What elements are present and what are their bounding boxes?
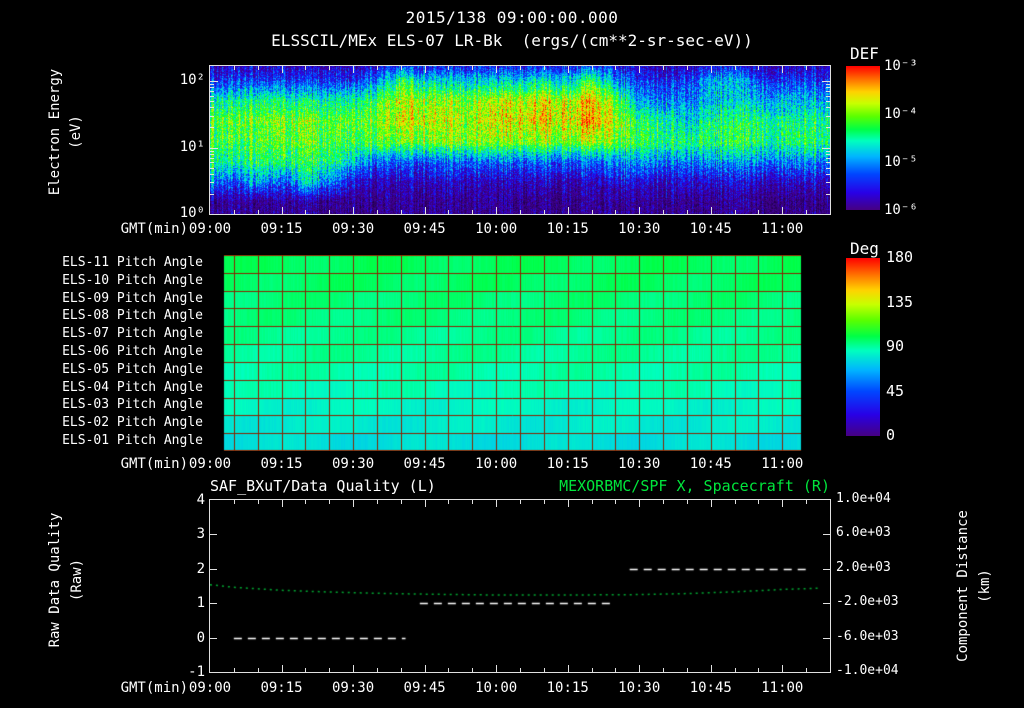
x-tick-label: 09:15 [260, 680, 303, 696]
x-tick-label: 09:30 [331, 456, 375, 472]
x-tick-label: 10:00 [475, 456, 518, 472]
x-tick-label: 09:45 [403, 221, 446, 237]
distance-title-right: MEXORBMC/SPF X, Spacecraft (R) [559, 477, 830, 495]
def-colorbar-tick-label: 10⁻³ [884, 58, 918, 74]
quality-tick-label: 4 [196, 492, 205, 508]
quality-tick-label: 2 [196, 560, 205, 577]
x-tick-label: 11:00 [761, 456, 804, 472]
pitch-row-label: ELS-04 Pitch Angle [62, 379, 203, 395]
def-colorbar-tick-label: 10⁻⁴ [884, 106, 918, 122]
distance-y-axis-label: Component Distance [955, 510, 971, 662]
deg-colorbar-tick-label: 180 [886, 248, 914, 266]
deg-colorbar [846, 258, 880, 436]
x-tick-label: 10:30 [618, 221, 661, 237]
quality-title-left: SAF_BXuT/Data Quality (L) [210, 477, 436, 495]
gmt-axis-label-spectrogram: GMT(min) [120, 221, 188, 237]
x-tick-label: 10:45 [689, 221, 732, 237]
def-colorbar [846, 66, 880, 210]
page-title-instrument: ELSSCIL/MEx ELS-07 LR-Bk (ergs/(cm**2-sr… [271, 31, 753, 50]
def-colorbar-tick-label: 10⁻⁶ [884, 202, 918, 218]
x-tick-label: 09:00 [188, 456, 232, 472]
quality-distance-canvas [210, 500, 830, 672]
quality-tick-label: 1 [196, 595, 205, 612]
x-tick-label: 09:30 [331, 680, 375, 696]
pitch-angle-canvas [210, 255, 830, 451]
x-tick-label: 10:15 [546, 680, 589, 696]
distance-tick-label: -2.0e+03 [836, 594, 899, 610]
distance-tick-label: 2.0e+03 [836, 559, 891, 575]
quality-y-axis-units: (Raw) [69, 558, 85, 602]
spectrogram-canvas [210, 66, 830, 214]
deg-colorbar-tick-label: 0 [886, 426, 896, 444]
distance-tick-label: 6.0e+03 [836, 525, 891, 541]
distance-tick-label: -6.0e+03 [836, 628, 899, 644]
x-tick-label: 09:15 [260, 456, 303, 472]
x-tick-label: 09:00 [188, 221, 232, 237]
def-colorbar-title: DEF [850, 44, 879, 63]
distance-tick-label: 1.0e+04 [836, 491, 891, 506]
x-tick-label: 09:00 [188, 680, 232, 696]
x-tick-label: 10:30 [618, 680, 661, 696]
distance-y-axis-units: (km) [977, 569, 993, 603]
pitch-row-label: ELS-05 Pitch Angle [62, 361, 203, 377]
x-tick-label: 10:15 [546, 456, 589, 472]
quality-panel-titles: SAF_BXuT/Data Quality (L) MEXORBMC/SPF X… [210, 477, 830, 495]
deg-colorbar-tick-label: 90 [886, 337, 905, 355]
quality-tick-label: -1 [188, 664, 205, 680]
pitch-angle-panel [210, 255, 830, 451]
x-tick-label: 10:45 [689, 456, 732, 472]
energy-tick-label: 10⁰ [179, 205, 205, 221]
pitch-row-label: ELS-01 Pitch Angle [62, 433, 203, 449]
spectrogram-y-axis-label: Electron Energy [47, 68, 63, 196]
x-tick-label: 10:00 [475, 680, 518, 696]
deg-colorbar-title: Deg [850, 239, 879, 258]
x-tick-label: 09:30 [331, 221, 375, 237]
quality-y-axis-label: Raw Data Quality [47, 512, 63, 648]
gmt-axis-label-quality: GMT(min) [120, 680, 188, 696]
energy-tick-label: 10² [179, 72, 205, 88]
pitch-row-label: ELS-02 Pitch Angle [62, 415, 203, 431]
x-tick-label: 10:00 [475, 221, 518, 237]
def-colorbar-tick-label: 10⁻⁵ [884, 154, 918, 170]
pitch-row-label: ELS-06 Pitch Angle [62, 344, 203, 359]
quality-tick-label: 3 [196, 526, 205, 543]
pitch-row-label: ELS-07 Pitch Angle [62, 326, 203, 342]
pitch-row-label: ELS-08 Pitch Angle [62, 308, 203, 324]
deg-colorbar-tick-label: 45 [886, 381, 905, 400]
distance-tick-label: -1.0e+04 [836, 663, 899, 678]
gmt-axis-label-pitch: GMT(min) [120, 456, 188, 472]
x-tick-label: 11:00 [761, 680, 804, 696]
deg-colorbar-tick-label: 135 [886, 292, 914, 311]
x-tick-label: 10:15 [546, 221, 589, 237]
x-tick-label: 10:30 [618, 456, 661, 472]
pitch-row-label: ELS-11 Pitch Angle [62, 254, 203, 270]
quality-tick-label: 0 [196, 629, 205, 646]
page-title-datetime: 2015/138 09:00:00.000 [405, 8, 619, 27]
x-tick-label: 09:45 [403, 456, 446, 472]
spectrogram-y-axis-units: (eV) [68, 115, 84, 149]
spectrogram-panel [209, 65, 831, 215]
x-tick-label: 10:45 [689, 680, 732, 696]
pitch-row-label: ELS-09 Pitch Angle [62, 290, 203, 306]
pitch-row-label: ELS-03 Pitch Angle [62, 397, 203, 413]
x-tick-label: 11:00 [761, 221, 804, 237]
quality-distance-panel [209, 499, 831, 673]
x-tick-label: 09:15 [260, 221, 303, 237]
pitch-row-label: ELS-10 Pitch Angle [62, 272, 203, 288]
x-tick-label: 09:45 [403, 680, 446, 696]
energy-tick-label: 10¹ [179, 138, 205, 155]
